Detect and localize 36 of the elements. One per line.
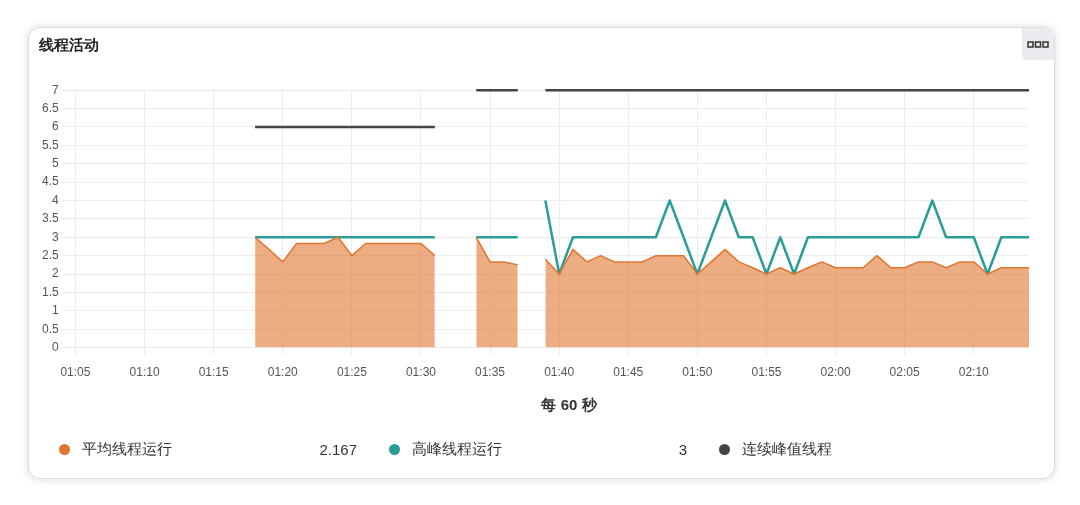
text: 3: [677, 441, 687, 458]
x-tick-label: 02:10: [958, 365, 990, 380]
x-tick-label: 02:00: [820, 365, 851, 380]
y-tick-label: 6.5: [41, 100, 59, 115]
y-tick-label: 4: [51, 192, 59, 207]
y-tick-label: 7: [51, 82, 59, 97]
chart-title: 线程活动: [39, 36, 99, 55]
x-tick-label: 01:05: [60, 365, 91, 380]
y-tick-label: 3.5: [41, 211, 59, 226]
y-tick-label: 6: [51, 119, 59, 134]
y-tick-label: 5: [51, 156, 59, 171]
x-tick-label: 02:05: [889, 365, 920, 380]
y-tick-label: 2.5: [41, 247, 59, 262]
x-tick-label: 01:20: [267, 365, 299, 380]
legend-label: 高峰线程运行: [412, 440, 503, 459]
y-tick-label: 0: [51, 339, 59, 354]
y-tick-label: 2: [51, 266, 59, 281]
y-tick-label: 4.5: [41, 174, 59, 189]
y-tick-label: 5.5: [41, 137, 59, 152]
text: 2.167: [318, 441, 357, 458]
legend-label: 连续峰值线程: [742, 440, 833, 459]
x-tick-label: 01:55: [751, 365, 782, 380]
x-tick-label: 01:45: [613, 365, 644, 380]
x-tick-label: 01:50: [682, 365, 713, 380]
x-tick-label: 01:35: [475, 365, 506, 380]
x-tick-label: 01:30: [405, 365, 437, 380]
y-tick-label: 1: [51, 303, 59, 318]
x-axis-title: 每 60 秒: [540, 396, 598, 415]
x-tick-label: 01:40: [544, 365, 575, 380]
x-tick-label: 01:25: [336, 365, 368, 380]
x-tick-label: 01:15: [198, 365, 230, 380]
y-tick-label: 1.5: [41, 284, 59, 299]
y-tick-label: 0.5: [41, 321, 59, 336]
x-tick-label: 01:10: [129, 365, 160, 380]
legend-label: 平均线程运行: [82, 440, 173, 459]
y-tick-label: 3: [51, 229, 59, 244]
